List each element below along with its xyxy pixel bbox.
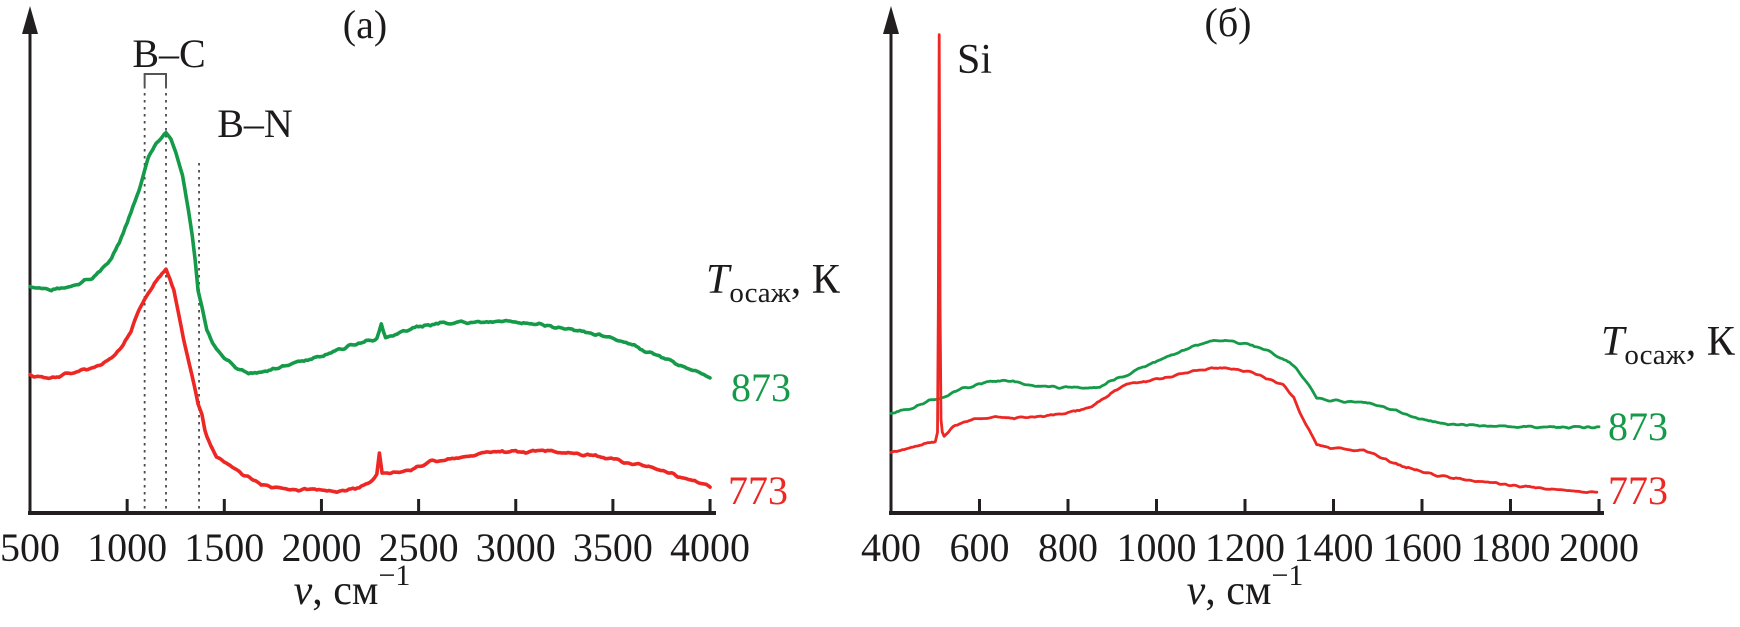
x-axis-tick-label: 1000 (1117, 525, 1197, 570)
spectrum-curve-773 (28, 267, 712, 495)
legend-title-b-subscript: осаж (1624, 339, 1686, 371)
si-peak-annotation: Si (957, 37, 992, 83)
x-axis-tick-label: 3500 (573, 525, 653, 570)
x-axis-tick-label: 1000 (87, 525, 167, 570)
y-axis-arrowhead-icon (22, 6, 38, 34)
series-label-873: 873 (731, 365, 791, 410)
series-label-773: 773 (728, 468, 788, 513)
legend-title-b-symbol: T (1601, 319, 1627, 365)
series-label-773: 773 (1608, 468, 1668, 513)
x-axis-tick-label: 500 (0, 525, 60, 570)
x-axis-tick-label: 1400 (1294, 525, 1374, 570)
x-axis-tick-label: 4000 (670, 525, 750, 570)
spectrum-curve-873 (889, 338, 1601, 430)
x-axis-title-panel-a: ν, см−1 (294, 559, 411, 614)
x-axis-tick-label: 600 (950, 525, 1010, 570)
spectrum-curve-773 (889, 33, 1599, 495)
legend-title-a-symbol: T (706, 257, 732, 303)
curves-layer: 873 773 873 773 (28, 33, 1668, 513)
legend-title-panel-b: Tосаж, К (1601, 319, 1736, 371)
x-axis-tick-label: 2000 (281, 525, 361, 570)
x-axis-title-a-unit: , см (312, 568, 378, 614)
panel-b-label: (б) (1205, 0, 1252, 45)
x-axis-tick-label: 3000 (476, 525, 556, 570)
bc-range-bracket (143, 73, 168, 86)
panel-a-label: (a) (343, 2, 387, 47)
x-axis-title-b-nu: ν (1187, 568, 1206, 614)
tick-labels-layer: 500 1000 1500 2000 2500 3000 3500 4000 400 600 800… (0, 525, 1639, 570)
x-axis-title-b-unit: , см (1205, 568, 1271, 614)
legend-title-a-subscript: осаж (729, 277, 791, 309)
axes-layer (22, 6, 1604, 515)
legend-title-a-unit: , К (791, 257, 841, 303)
series-label-873: 873 (1608, 404, 1668, 449)
spectrum-curve-873 (28, 130, 712, 380)
x-axis-title-b-exponent: −1 (1271, 559, 1303, 592)
dotted-guides-layer (143, 73, 200, 512)
legend-title-panel-a: Tосаж, К (706, 257, 841, 309)
x-axis-title-a-exponent: −1 (378, 559, 410, 592)
legend-title-b-unit: , К (1686, 319, 1736, 365)
x-axis-title-a-nu: ν (294, 568, 313, 614)
x-axis-tick-label: 1500 (184, 525, 264, 570)
y-axis-arrowhead-icon (883, 6, 899, 34)
x-axis-tick-label: 400 (861, 525, 921, 570)
x-axis-tick-label: 800 (1038, 525, 1098, 570)
x-axis-tick-label: 1200 (1205, 525, 1285, 570)
x-axis-tick-label: 1800 (1471, 525, 1551, 570)
x-axis-tick-label: 2500 (379, 525, 459, 570)
x-axis-tick-label: 1600 (1382, 525, 1462, 570)
bn-bond-annotation: B–N (217, 101, 293, 146)
x-axis-tick-label: 2000 (1559, 525, 1639, 570)
bc-bond-annotation: B–C (132, 31, 205, 76)
x-axis-title-panel-b: ν, см−1 (1187, 559, 1304, 614)
